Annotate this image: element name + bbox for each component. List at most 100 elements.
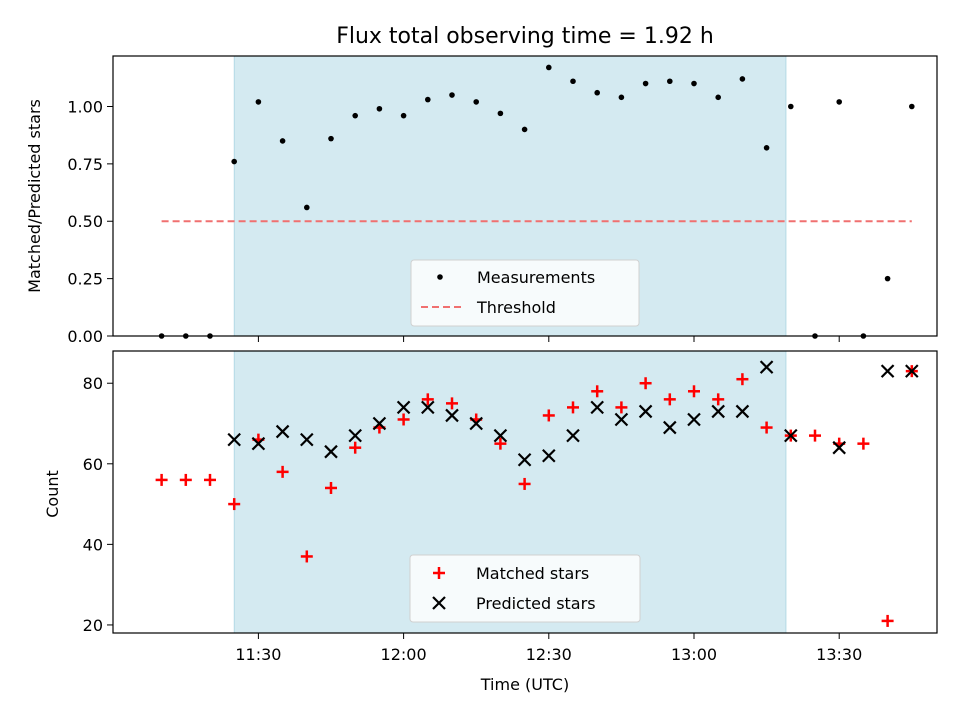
matched-star-point (881, 614, 894, 627)
predicted-star-point (663, 420, 677, 435)
predicted-star-point (251, 436, 266, 451)
measurement-point (279, 138, 286, 144)
matched-star-point (567, 401, 579, 414)
top-axis-ticks: 0.00 0.25 0.50 0.75 1.00 (67, 97, 840, 346)
measurement-point (618, 94, 625, 101)
matched-star-point (179, 473, 192, 486)
bottom-data-layer (155, 360, 919, 627)
legend-marker-predicted-stars (432, 596, 446, 610)
x-tick-label: 12:00 (381, 645, 427, 664)
legend-label-predicted-stars: Predicted stars (476, 594, 596, 613)
matched-star-point (615, 401, 628, 414)
matched-star-point (300, 550, 313, 563)
matched-star-point (421, 393, 434, 406)
measurement-point (594, 89, 600, 96)
predicted-star-point (759, 360, 774, 374)
predicted-star-point (687, 412, 701, 427)
matched-star-point (736, 373, 749, 386)
y-tick-label: 80 (83, 374, 103, 393)
predicted-star-point (421, 400, 435, 415)
matched-star-point (494, 437, 507, 450)
predicted-star-point (275, 424, 290, 439)
top-legend-box (410, 259, 640, 327)
predicted-star-point (905, 364, 919, 378)
y-tick-label: 60 (83, 455, 103, 474)
legend-marker-measurements (437, 274, 443, 280)
predicted-star-point (469, 416, 483, 431)
measurement-point (521, 126, 528, 133)
legend-marker-matched-stars (433, 567, 445, 579)
measurement-point (376, 105, 383, 112)
measurement-point (715, 94, 721, 101)
predicted-star-point (227, 432, 241, 447)
matched-star-point (688, 385, 700, 398)
bottom-axes-frame (112, 350, 938, 634)
x-tick-label: 11:30 (235, 645, 281, 664)
y-tick-label: 0.00 (67, 327, 103, 346)
predicted-star-point (614, 412, 629, 427)
predicted-star-point (300, 432, 314, 447)
top-y-axis-label: Matched/Predicted stars (25, 99, 44, 293)
predicted-star-point (590, 400, 604, 415)
matched-star-point (712, 393, 725, 406)
legend-label-measurements: Measurements (477, 268, 595, 287)
predicted-star-point (372, 416, 387, 431)
x-tick-label: 13:30 (816, 645, 862, 664)
predicted-star-point (445, 408, 459, 423)
y-tick-label: 40 (83, 535, 103, 554)
bottom-legend-box (409, 554, 641, 623)
legend-label-matched-stars: Matched stars (476, 564, 589, 583)
measurement-point (909, 103, 915, 110)
top-legend: Measurements Threshold (410, 259, 640, 327)
y-tick-label: 0.25 (67, 270, 103, 289)
matched-star-point (809, 429, 821, 442)
x-tick-label: 12:30 (526, 645, 572, 664)
matched-star-point (155, 473, 168, 486)
bottom-axis-ticks: 20 40 60 80 11:30 12:00 12:30 13:00 13:30 (83, 374, 863, 664)
predicted-star-point (542, 448, 556, 463)
bottom-y-axis-label: Count (43, 470, 62, 518)
matched-star-point (228, 498, 241, 511)
matched-star-point (591, 385, 604, 398)
predicted-star-point (832, 440, 846, 455)
matched-star-point (397, 413, 410, 426)
matched-star-point (276, 465, 289, 478)
bottom-legend: Matched stars Predicted stars (409, 554, 641, 623)
predicted-star-point (324, 444, 338, 459)
measurement-point (884, 275, 891, 282)
measurement-point (788, 103, 794, 110)
top-panel: 0.00 0.25 0.50 0.75 1.00 Matched/Predicted s… (25, 55, 938, 346)
matched-star-point (760, 421, 773, 434)
predicted-star-point (784, 428, 798, 443)
y-tick-label: 0.75 (67, 155, 103, 174)
top-axes-frame (112, 55, 938, 337)
matched-star-point (518, 477, 531, 490)
measurement-point (304, 204, 310, 211)
predicted-star-point (638, 404, 653, 419)
measurement-point (497, 110, 504, 117)
y-tick-label: 0.50 (67, 212, 103, 231)
measurement-point (328, 135, 334, 142)
predicted-star-point (880, 364, 895, 378)
predicted-star-point (711, 404, 725, 419)
measurement-point (400, 112, 407, 119)
measurement-point (642, 80, 649, 87)
predicted-star-point (735, 404, 750, 419)
measurement-point (352, 112, 359, 119)
y-tick-label: 1.00 (67, 97, 103, 116)
predicted-star-point (517, 452, 532, 467)
measurement-point (425, 96, 431, 103)
measurement-point (763, 145, 770, 151)
matched-star-point (663, 393, 676, 406)
measurement-point (570, 78, 576, 85)
legend-label-threshold: Threshold (476, 298, 556, 317)
matched-star-point (349, 441, 362, 454)
measurement-point (667, 78, 673, 85)
matched-star-point (325, 481, 337, 494)
matched-star-point (446, 397, 458, 410)
measurement-point (836, 99, 842, 105)
measurement-point (546, 64, 552, 71)
measurement-point (255, 99, 262, 105)
